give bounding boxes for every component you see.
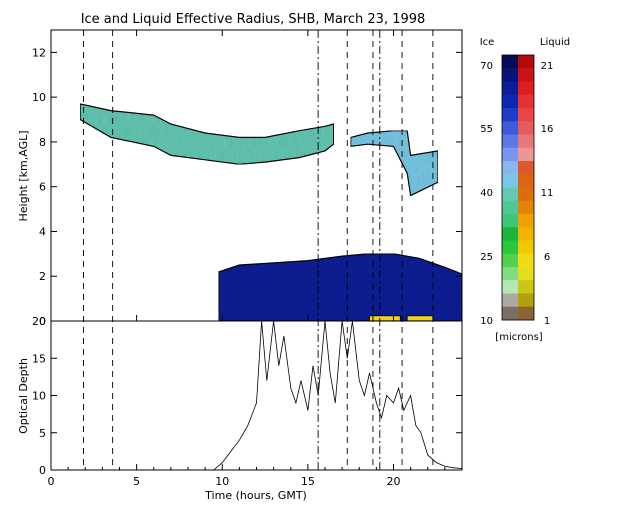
colorbar-ice-tick-70: 70 bbox=[480, 61, 493, 72]
chart-title: Ice and Liquid Effective Radius, SHB, Ma… bbox=[81, 12, 426, 27]
od-tick-label-5: 5 bbox=[39, 427, 46, 440]
colorbar-liquid-swatch-4 bbox=[518, 94, 534, 109]
colorbar-ice-swatch-17 bbox=[502, 267, 518, 281]
colorbar-liquid-swatch-1 bbox=[518, 55, 534, 69]
height-tick-label-2: 2 bbox=[39, 270, 46, 283]
colorbar-liquid-swatch-12 bbox=[518, 200, 534, 215]
colorbar-ice-swatch-20 bbox=[502, 306, 518, 321]
colorbar-liquid-tick-21: 21 bbox=[541, 61, 554, 72]
colorbar: Ice Liquid 70 55 40 25 10 21 16 11 6 1 [microns] bbox=[480, 37, 570, 343]
colorbar-ice-swatch-16 bbox=[502, 253, 518, 268]
colorbar-liquid-strip bbox=[518, 55, 534, 321]
colorbar-ice-swatch-6 bbox=[502, 121, 518, 135]
colorbar-ice-tick-10: 10 bbox=[480, 316, 493, 327]
colorbar-ice-label: Ice bbox=[480, 37, 495, 48]
od-tick-label-20: 20 bbox=[32, 315, 46, 328]
colorbar-liquid-swatch-8 bbox=[518, 147, 534, 162]
colorbar-liquid-swatch-18 bbox=[518, 280, 534, 294]
instrument-flag-bar-1 bbox=[369, 315, 401, 322]
colorbar-liquid-swatch-10 bbox=[518, 174, 534, 188]
time-tick-label-15: 15 bbox=[301, 475, 315, 488]
low-cloud-layer bbox=[218, 253, 462, 321]
time-tick-label-10: 10 bbox=[215, 475, 229, 488]
colorbar-ice-tick-25: 25 bbox=[480, 252, 493, 263]
colorbar-frame bbox=[501, 54, 535, 321]
colorbar-ice-swatch-1 bbox=[502, 55, 518, 69]
event-lines bbox=[83, 30, 434, 470]
colorbar-liquid-swatch-11 bbox=[518, 187, 534, 202]
od-tick-label-15: 15 bbox=[32, 352, 46, 365]
colorbar-liquid-swatch-9 bbox=[518, 161, 534, 175]
colorbar-ice-swatch-5 bbox=[502, 108, 518, 122]
colorbar-ice-swatch-11 bbox=[502, 187, 518, 202]
od-tick-label-0: 0 bbox=[39, 464, 46, 477]
colorbar-liquid-swatch-13 bbox=[518, 214, 534, 228]
colorbar-liquid-swatch-20 bbox=[518, 306, 534, 321]
height-tick-label-12: 12 bbox=[32, 46, 46, 59]
colorbar-ice-swatch-14 bbox=[502, 227, 518, 241]
colorbar-ice-swatch-19 bbox=[502, 293, 518, 308]
colorbar-liquid-swatch-14 bbox=[518, 227, 534, 241]
colorbar-units-label: [microns] bbox=[495, 332, 542, 343]
colorbar-ice-swatch-15 bbox=[502, 240, 518, 255]
time-tick-label-0: 0 bbox=[48, 475, 55, 488]
colorbar-liquid-swatch-6 bbox=[518, 121, 534, 135]
colorbar-liquid-swatch-17 bbox=[518, 267, 534, 281]
height-tick-label-0: 0 bbox=[39, 315, 46, 328]
colorbar-ice-swatch-8 bbox=[502, 147, 518, 162]
height-axis-label: Height [km,AGL] bbox=[17, 130, 30, 221]
height-tick-label-4: 4 bbox=[39, 225, 46, 238]
colorbar-liquid-tick-11: 11 bbox=[541, 188, 554, 199]
colorbar-liquid-tick-16: 16 bbox=[541, 124, 554, 135]
colorbar-ticks: 70 55 40 25 10 21 16 11 6 1 bbox=[480, 61, 553, 327]
colorbar-liquid-tick-1: 1 bbox=[544, 316, 550, 327]
colorbar-ice-swatch-12 bbox=[502, 200, 518, 215]
instrument-flag-bar-2 bbox=[406, 315, 434, 322]
colorbar-liquid-swatch-15 bbox=[518, 240, 534, 255]
colorbar-liquid-swatch-2 bbox=[518, 68, 534, 82]
colorbar-liquid-label: Liquid bbox=[540, 37, 570, 48]
colorbar-ice-swatch-7 bbox=[502, 134, 518, 149]
colorbar-liquid-swatch-19 bbox=[518, 293, 534, 308]
radius-panel: 0 2 4 6 8 10 12 Height [km,AGL] bbox=[17, 29, 463, 328]
time-tick-label-5: 5 bbox=[133, 475, 140, 488]
time-tick-label-20: 20 bbox=[387, 475, 401, 488]
colorbar-ice-swatch-9 bbox=[502, 161, 518, 175]
height-tick-label-10: 10 bbox=[32, 91, 46, 104]
colorbar-ice-strip bbox=[502, 55, 518, 321]
colorbar-liquid-swatch-5 bbox=[518, 108, 534, 122]
upper-ice-cloud-east bbox=[350, 130, 439, 197]
colorbar-ice-swatch-4 bbox=[502, 94, 518, 109]
upper-ice-cloud bbox=[79, 103, 335, 165]
colorbar-liquid-swatch-3 bbox=[518, 81, 534, 96]
colorbar-ice-tick-40: 40 bbox=[480, 188, 493, 199]
colorbar-ice-swatch-2 bbox=[502, 68, 518, 82]
colorbar-ice-swatch-3 bbox=[502, 81, 518, 96]
height-tick-label-8: 8 bbox=[39, 136, 46, 149]
optical-depth-line bbox=[213, 321, 462, 470]
colorbar-ice-tick-55: 55 bbox=[480, 124, 493, 135]
time-axis-label: Time (hours, GMT) bbox=[204, 489, 307, 502]
colorbar-ice-swatch-10 bbox=[502, 174, 518, 188]
colorbar-liquid-swatch-7 bbox=[518, 134, 534, 149]
colorbar-liquid-tick-6: 6 bbox=[544, 252, 550, 263]
height-tick-label-6: 6 bbox=[39, 181, 46, 194]
optical-depth-axis-label: Optical Depth bbox=[17, 358, 30, 434]
colorbar-ice-swatch-13 bbox=[502, 214, 518, 228]
colorbar-liquid-swatch-16 bbox=[518, 253, 534, 268]
od-tick-label-10: 10 bbox=[32, 390, 46, 403]
cloud-layers bbox=[79, 103, 462, 321]
colorbar-ice-swatch-18 bbox=[502, 280, 518, 294]
